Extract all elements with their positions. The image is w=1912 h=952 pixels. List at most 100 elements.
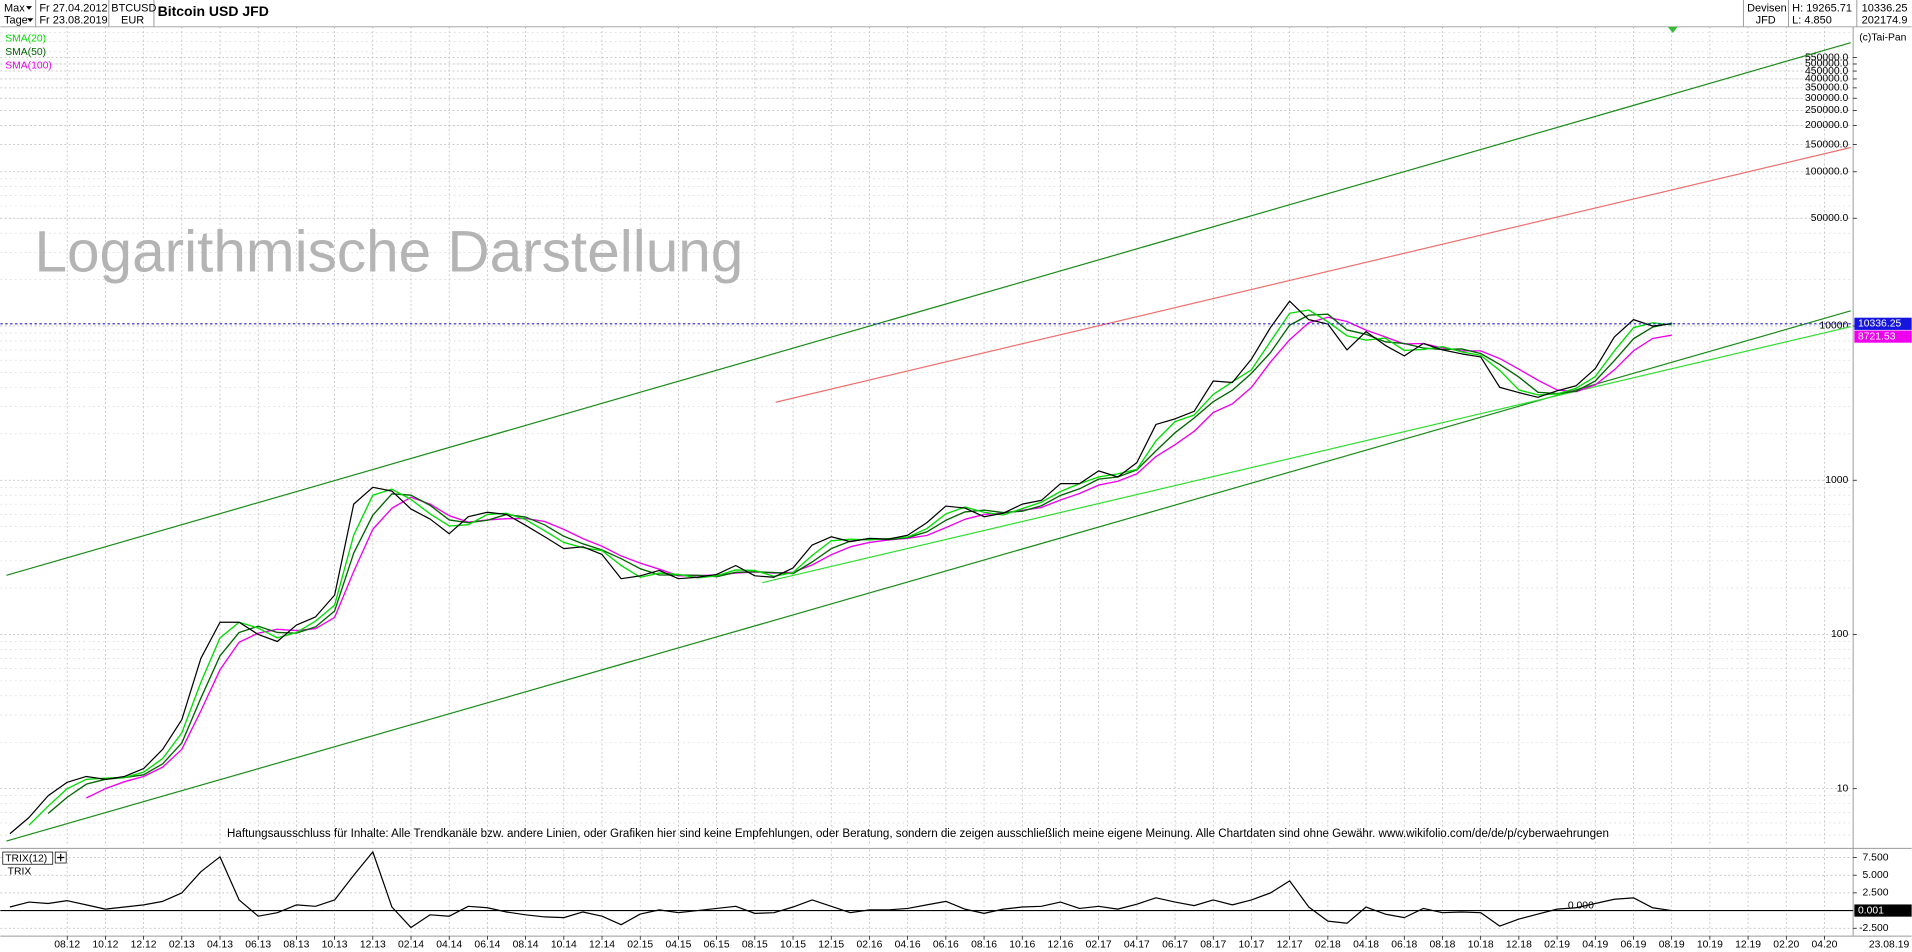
trend-channel-upper [6, 42, 1851, 576]
y-tick-label: 7.500 [1863, 852, 1889, 863]
x-tick-label: 12.19 [1735, 939, 1761, 950]
value-label-box [1854, 330, 1912, 343]
header-value: 202174.9 [1862, 15, 1908, 27]
indicator-label: TRIX [8, 866, 32, 877]
y-tick-label: -2.500 [1859, 923, 1889, 934]
x-tick-label: 02.16 [856, 939, 882, 950]
y-tick-label: 5.000 [1863, 870, 1889, 881]
y-tick-label: 100000.0 [1805, 167, 1848, 178]
market: Devisen [1747, 2, 1787, 14]
low: L: 4.850 [1792, 15, 1832, 27]
indicator-name[interactable]: TRIX(12) [5, 853, 47, 864]
disclaimer: Haftungsausschluss für Inhalte: Alle Tre… [227, 828, 1609, 840]
value-label-box [1854, 904, 1912, 917]
indicator-box[interactable] [2, 851, 54, 865]
y-tick-label: 350000.0 [1805, 83, 1848, 94]
high: H: 19265.71 [1792, 2, 1852, 14]
grid: 10 100 1000 10000 50000.0 100000.0 150000.0 200… [0, 26, 1889, 950]
y-tick-label: 10 [1837, 783, 1849, 794]
dropdown-arrow[interactable] [27, 18, 34, 22]
x-tick-label: 08.14 [513, 939, 539, 950]
x-tick-label: 08.18 [1430, 939, 1456, 950]
trend-line-middle [775, 146, 1851, 403]
x-tick-label: 10.12 [92, 939, 118, 950]
period-select[interactable]: Tage [4, 15, 28, 27]
value-label: 0.001 [1858, 905, 1884, 916]
y-tick-label: 250000.0 [1805, 105, 1848, 116]
x-tick-label: 10.17 [1238, 939, 1264, 950]
x-tick-label: 06.13 [245, 939, 271, 950]
x-tick-label: 12.16 [1047, 939, 1073, 950]
x-tick-label: 02.17 [1086, 939, 1112, 950]
x-tick-label: 10.14 [551, 939, 577, 950]
x-tick-label: 02.20 [1773, 939, 1799, 950]
x-tick-label: 04.13 [207, 939, 233, 950]
x-tick-label: 02.13 [169, 939, 195, 950]
x-tick-label: 12.17 [1277, 939, 1303, 950]
signal-marker [1667, 26, 1678, 33]
value-label-box [1854, 317, 1912, 330]
y-tick-label: 300000.0 [1805, 93, 1848, 104]
value-label: 10336.25 [1858, 319, 1901, 330]
x-tick-label: 08.16 [971, 939, 997, 950]
x-tick-label: 02.14 [398, 939, 424, 950]
x-tick-label: 12.13 [360, 939, 386, 950]
x-tick-label: 08.19 [1659, 939, 1685, 950]
x-tick-label: 10.15 [780, 939, 806, 950]
date-to: Fr 23.08.2019 [39, 15, 107, 27]
x-tick-label: 10.16 [1009, 939, 1035, 950]
watermark: Logarithmische Darstellung [34, 219, 743, 284]
y-tick-label: 1000 [1825, 475, 1848, 486]
y-tick-label: 450000.0 [1805, 66, 1848, 77]
y-tick-label: 2.500 [1863, 888, 1889, 899]
x-tick-label: 06.18 [1391, 939, 1417, 950]
currency: EUR [121, 15, 144, 27]
x-tick-label: 08.13 [283, 939, 309, 950]
legend-entry: SMA(20) [5, 34, 46, 45]
x-tick-label: 04.15 [665, 939, 691, 950]
x-tick-label: 12.14 [589, 939, 615, 950]
last-price: 10336.25 [1862, 2, 1908, 14]
series-line [28, 309, 1672, 826]
x-tick-label: 10.13 [322, 939, 348, 950]
dropdown-arrow[interactable] [25, 6, 33, 10]
legend-entry: SMA(100) [5, 61, 52, 72]
y-tick-label: 400000.0 [1805, 74, 1848, 85]
x-tick-label: 02.15 [627, 939, 653, 950]
x-tick-label: 12.15 [818, 939, 844, 950]
symbol: BTCUSD [111, 2, 156, 14]
x-tick-label: 02.19 [1544, 939, 1570, 950]
x-tick-label: 02.18 [1315, 939, 1341, 950]
add-icon[interactable] [57, 853, 65, 862]
x-tick-label: 12.12 [131, 939, 157, 950]
copyright: (c)Tai-Pan [1859, 33, 1906, 44]
date-from: Fr 27.04.2012 [39, 2, 107, 14]
y-tick-label: 550000.0 [1805, 52, 1848, 63]
price-line [9, 851, 1672, 929]
x-tick-label: 04.20 [1812, 939, 1838, 950]
source: JFD [1756, 15, 1776, 27]
x-tick-label: 04.17 [1124, 939, 1150, 950]
x-tick-label: 04.18 [1353, 939, 1379, 950]
x-tick-label: 08.17 [1200, 939, 1226, 950]
x-tick-label: 08.12 [54, 939, 80, 950]
y-tick-label: 500000.0 [1805, 59, 1848, 70]
x-tick-label: 04.19 [1582, 939, 1608, 950]
chart-title: Bitcoin USD JFD [158, 3, 269, 19]
x-tick-label: 04.16 [895, 939, 921, 950]
date-label: 23.08.19 [1869, 939, 1910, 950]
x-tick-label: 06.15 [704, 939, 730, 950]
range-select[interactable]: Max [4, 2, 25, 14]
value-label: 8721.53 [1858, 331, 1896, 342]
annotation: 0.000 [1568, 900, 1594, 911]
price-line [9, 300, 1672, 835]
legend-entry: SMA(50) [5, 47, 46, 58]
x-tick-label: 10.18 [1468, 939, 1494, 950]
y-tick-label: 200000.0 [1805, 120, 1848, 131]
x-tick-label: 04.14 [436, 939, 462, 950]
x-tick-label: 06.16 [933, 939, 959, 950]
